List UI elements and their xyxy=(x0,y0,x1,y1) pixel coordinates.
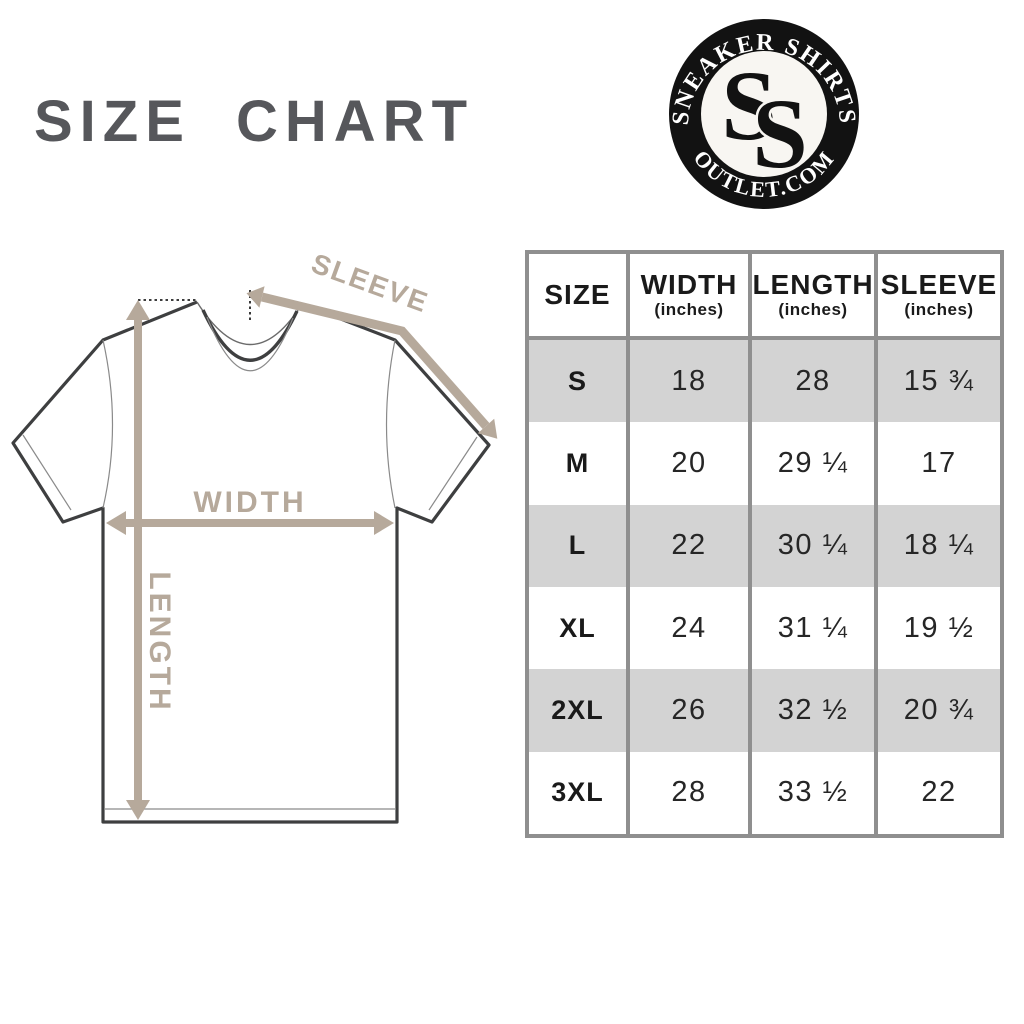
sleeve-cell: 19 ½ xyxy=(878,586,1000,670)
table-row-s: S 18 28 15 ¾ xyxy=(529,340,1000,423)
header-sub-label: (inches) xyxy=(778,299,848,319)
header-label: WIDTH xyxy=(640,269,738,301)
width-cell: 20 xyxy=(630,422,748,505)
header-sub-label: (inches) xyxy=(904,299,974,319)
brand-logo: SNEAKER SHIRTS OUTLET.COM S S xyxy=(668,19,859,209)
tshirt-outline xyxy=(11,300,491,824)
header-cell-size: SIZE xyxy=(529,254,626,336)
left-sleeve-seam xyxy=(102,339,114,509)
size-table: SIZE WIDTH (inches) LENGTH (inches) SLEE… xyxy=(525,250,1004,838)
width-cell: 24 xyxy=(630,586,748,670)
table-row-2xl: 2XL 26 32 ½ 20 ¾ xyxy=(529,669,1000,752)
logo-inner-circle xyxy=(701,51,827,177)
sleeve-arrow-head-end xyxy=(477,418,498,439)
size-table-header-row: SIZE WIDTH (inches) LENGTH (inches) SLEE… xyxy=(529,254,1000,336)
size-cell: L xyxy=(529,504,626,587)
length-label: LENGTH xyxy=(143,571,176,712)
header-label: LENGTH xyxy=(752,269,874,301)
collar-stitch-line xyxy=(206,316,294,372)
width-arrow-head-left xyxy=(106,511,126,535)
header-sub-label: (inches) xyxy=(654,299,724,319)
sleeve-label: SLEEVE xyxy=(307,248,433,319)
width-arrow-head-right xyxy=(374,511,394,535)
collar-inner-curve xyxy=(201,309,299,362)
header-cell-width: WIDTH (inches) xyxy=(630,254,748,336)
length-cell: 32 ½ xyxy=(752,669,874,752)
tshirt-measurement-diagram: WIDTH LENGTH SLEEVE xyxy=(11,248,498,824)
sleeve-cell: 15 ¾ xyxy=(878,340,1000,423)
right-sleeve-hem xyxy=(428,436,478,511)
width-cell: 22 xyxy=(630,504,748,587)
sleeve-cell: 18 ¼ xyxy=(878,504,1000,587)
logo-monogram-s2: S xyxy=(752,78,808,189)
header-cell-sleeve: SLEEVE (inches) xyxy=(878,254,1000,336)
length-cell: 30 ¼ xyxy=(752,504,874,587)
right-sleeve-seam xyxy=(385,339,396,509)
length-cell: 33 ½ xyxy=(752,751,874,834)
sleeve-cell: 22 xyxy=(878,751,1000,834)
length-cell: 28 xyxy=(752,340,874,423)
table-row-3xl: 3XL 28 33 ½ 22 xyxy=(529,751,1000,834)
tshirt-body xyxy=(13,302,489,822)
header-label: SLEEVE xyxy=(880,269,998,301)
header-label: SIZE xyxy=(544,279,611,311)
sleeve-cell: 20 ¾ xyxy=(878,669,1000,752)
table-row-m: M 20 29 ¼ 17 xyxy=(529,422,1000,505)
size-cell: 2XL xyxy=(529,669,626,752)
length-cell: 31 ¼ xyxy=(752,586,874,670)
width-cell: 18 xyxy=(630,340,748,423)
size-cell: 3XL xyxy=(529,751,626,834)
width-label: WIDTH xyxy=(193,486,306,519)
size-cell: S xyxy=(529,340,626,423)
table-row-xl: XL 24 31 ¼ 19 ½ xyxy=(529,586,1000,670)
sleeve-arrow-head-left xyxy=(246,286,265,308)
length-arrow-head-top xyxy=(126,300,150,320)
left-sleeve-hem xyxy=(22,434,72,511)
width-cell: 28 xyxy=(630,751,748,834)
size-cell: M xyxy=(529,422,626,505)
logo-monogram-s1: S xyxy=(721,50,777,161)
length-cell: 29 ¼ xyxy=(752,422,874,505)
length-arrow-head-bottom xyxy=(126,800,150,820)
table-row-l: L 22 30 ¼ 18 ¼ xyxy=(529,504,1000,587)
width-cell: 26 xyxy=(630,669,748,752)
size-cell: XL xyxy=(529,586,626,670)
page-title: SIZE CHART xyxy=(34,89,474,154)
header-cell-length: LENGTH (inches) xyxy=(752,254,874,336)
sleeve-cell: 17 xyxy=(878,422,1000,505)
sleeve-arrow-shaft xyxy=(260,292,490,429)
